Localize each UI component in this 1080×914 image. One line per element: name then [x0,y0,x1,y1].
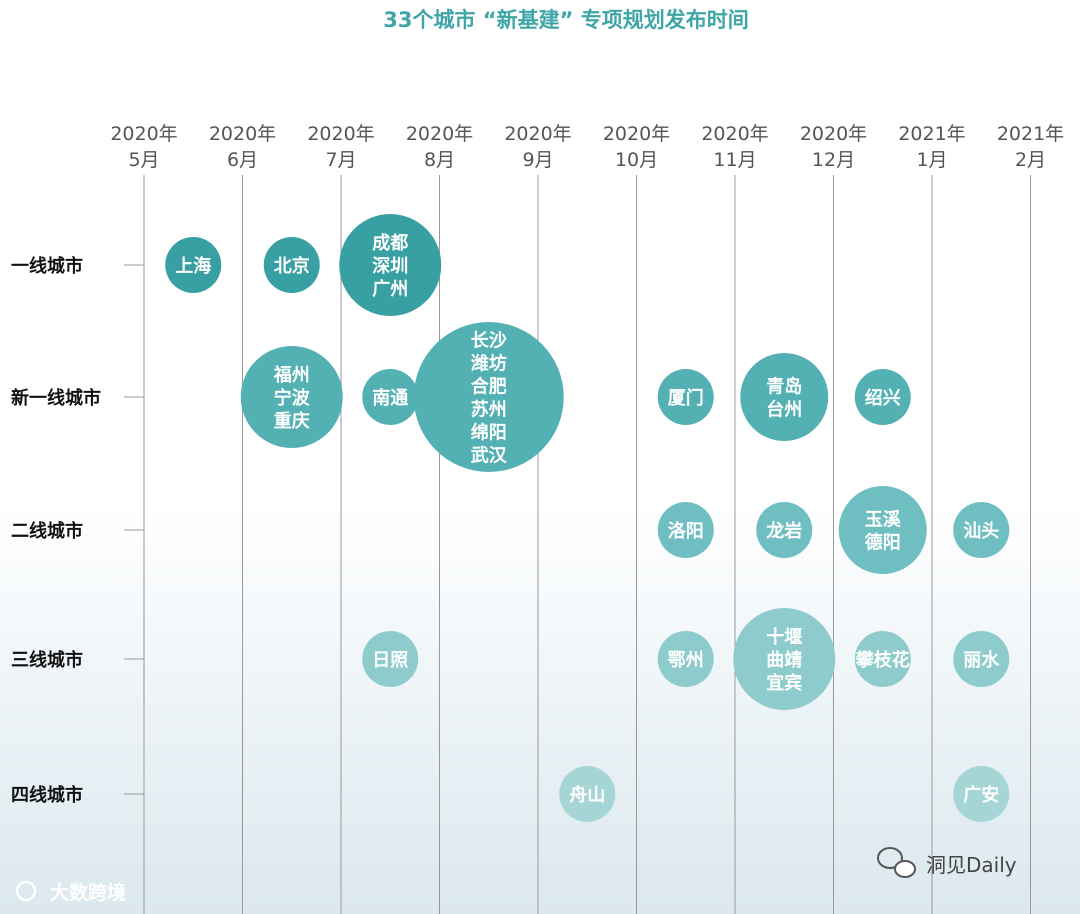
x-tick-year-8: 2021年 [898,123,965,145]
wechat-icon-small [894,860,916,878]
x-tick-month-7: 12月 [812,149,855,171]
bubble-13 [362,631,419,687]
bubble-label-0-0: 上海 [175,255,211,277]
bubble-label-18-0: 舟山 [569,784,605,806]
bubble-label-15-0: 十堰 [766,626,802,648]
wechat-watermark: 洞见Daily [877,847,1017,878]
x-tick-month-4: 9月 [522,149,553,171]
watermark-left-text: 大数跨境 [50,881,126,904]
bubble-9 [657,502,714,558]
gridlines [143,175,1031,914]
y-label-2: 二线城市 [11,520,83,542]
bubble-label-3-1: 宁波 [274,387,311,409]
x-tick-month-8: 1月 [916,149,947,171]
bubble-label-14-0: 鄂州 [668,650,704,671]
x-tick-month-9: 2月 [1015,149,1046,171]
bubble-label-11-0: 玉溪 [865,510,902,531]
bubble-16 [854,631,911,687]
x-tick-month-5: 10月 [615,149,658,171]
y-label-0: 一线城市 [11,255,83,277]
x-tick-year-0: 2020年 [110,123,177,145]
bubble-label-9-0: 洛阳 [668,520,704,542]
bubble-label-7-0: 青岛 [766,376,802,398]
bubble-label-13-0: 日照 [372,650,408,671]
bubble-label-5-1: 潍坊 [471,353,507,375]
bubble-label-4-0: 南通 [372,387,408,409]
bubble-label-15-2: 宜宾 [766,672,802,694]
bubble-12 [953,502,1010,558]
bubble-4 [362,369,419,425]
bubble-label-19-0: 广安 [963,784,999,806]
bubble-label-3-2: 重庆 [274,410,310,432]
bubble-label-5-5: 武汉 [471,446,508,467]
x-tick-year-7: 2020年 [800,123,867,145]
bubble-8 [854,369,911,425]
x-tick-year-6: 2020年 [701,123,768,145]
y-label-3: 三线城市 [11,649,83,671]
brand-watermark: 大数跨境 [15,880,126,904]
bubble-11 [838,486,927,574]
bubble-label-7-1: 台州 [766,399,802,421]
x-axis-ticks: 2020年 5月 2020年 6月 2020年 7月 2020年 8月 2020年 9月 2020年… [110,123,1064,171]
bubble-label-17-0: 丽水 [963,649,1000,671]
bubble-label-16-0: 攀枝花 [855,649,910,671]
x-tick-month-3: 8月 [424,149,455,171]
brand-logo-icon [15,880,37,902]
bubble-label-10-0: 龙岩 [766,520,802,542]
bubble-14 [657,631,714,687]
bubble-label-1-0: 北京 [274,255,310,277]
chart-title: 33个城市 “新基建” 专项规划发布时间 [383,8,748,32]
bubble-5 [413,322,564,472]
y-label-4: 四线城市 [11,784,83,806]
bubble-1 [263,237,320,293]
bubble-2 [339,214,442,316]
bubble-label-15-1: 曲靖 [766,649,802,671]
x-tick-year-5: 2020年 [603,123,670,145]
x-tick-year-4: 2020年 [504,123,571,145]
bubble-label-5-0: 长沙 [471,331,507,352]
bubble-18 [559,766,616,822]
bubble-label-8-0: 绍兴 [865,387,901,409]
bubble-3 [240,346,343,448]
bubble-label-6-0: 厦门 [668,387,704,409]
bubble-label-5-3: 苏州 [471,399,507,421]
bubble-10 [756,502,813,558]
bubble-label-2-1: 深圳 [372,255,408,277]
bubble-0 [165,237,222,293]
x-tick-year-3: 2020年 [406,123,473,145]
bubble-19 [953,766,1010,822]
bubble-7 [740,353,829,441]
bubble-17 [953,631,1010,687]
watermark-right-text: 洞见Daily [926,853,1017,877]
bubble-label-12-0: 汕头 [963,521,999,542]
x-tick-month-0: 5月 [128,149,159,171]
x-tick-year-9: 2021年 [997,123,1064,145]
y-label-1: 新一线城市 [11,387,101,409]
bubble-label-5-4: 绵阳 [471,422,507,444]
bubble-label-2-0: 成都 [372,232,408,254]
x-tick-year-1: 2020年 [209,123,276,145]
wechat-icon [877,847,903,869]
bubble-label-5-2: 合肥 [471,376,507,398]
bubble-label-3-0: 福州 [273,364,310,386]
x-tick-month-1: 6月 [227,149,258,171]
x-tick-month-6: 11月 [713,149,756,171]
bubble-6 [657,369,714,425]
bubble-15 [733,608,836,710]
bubble-label-11-1: 德阳 [865,532,901,554]
x-tick-month-2: 7月 [325,149,356,171]
bubble-label-2-2: 广州 [372,278,408,300]
x-tick-year-2: 2020年 [307,123,374,145]
